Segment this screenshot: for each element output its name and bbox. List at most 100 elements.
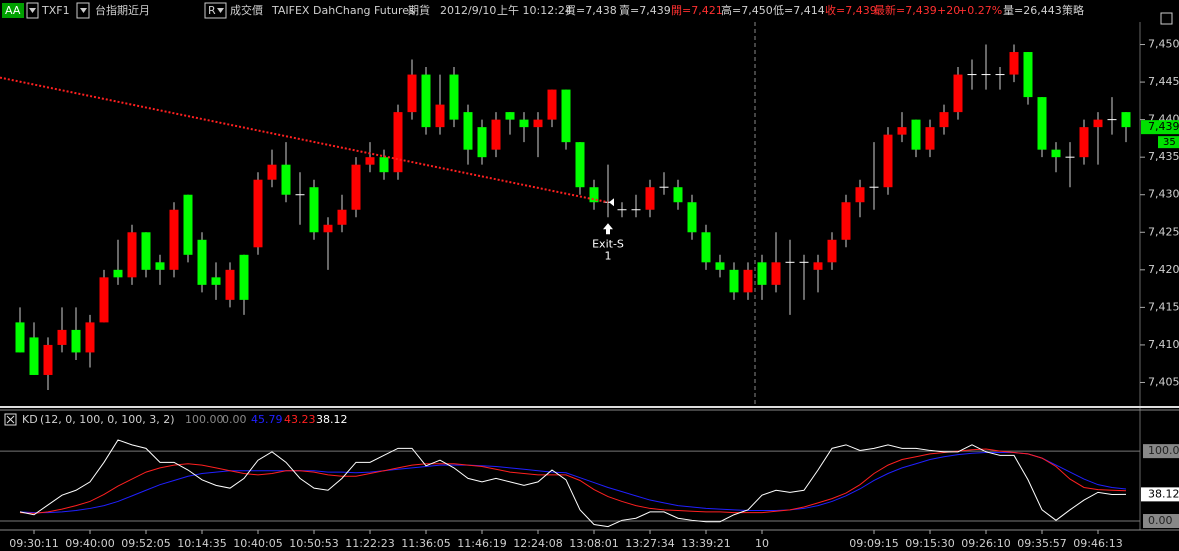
level-tag: 100.00	[1148, 444, 1179, 457]
x-tick-label: 13:08:01	[569, 537, 618, 550]
quote: 收=7,439	[825, 3, 877, 17]
price-tag-box	[1141, 120, 1179, 135]
x-tick-label: 10:50:53	[289, 537, 338, 550]
level-legend: 0.00	[222, 413, 247, 426]
candle-body	[421, 74, 431, 128]
candle-body	[757, 262, 767, 285]
value-tag-box	[1141, 487, 1179, 502]
broker: DahChang Futures	[313, 4, 415, 17]
x-tick-label: 11:22:23	[345, 537, 394, 550]
candle-body	[379, 157, 389, 173]
candle-body	[113, 269, 123, 278]
candle-body	[141, 232, 151, 270]
dropdown-arrow	[29, 8, 36, 13]
candle-body	[267, 164, 277, 180]
candle-body	[827, 239, 837, 263]
kd-legend-value: 45.79	[251, 413, 283, 426]
candle-body	[29, 337, 39, 375]
candle-body	[99, 277, 109, 323]
candle-body	[1009, 52, 1019, 75]
candle-body	[407, 74, 417, 113]
symbol[interactable]: TXF1	[41, 4, 70, 17]
candle-body	[337, 209, 347, 225]
period-dropdown[interactable]	[76, 2, 90, 19]
level-tag: 0.00	[1148, 514, 1173, 527]
indicator-close[interactable]	[4, 413, 17, 426]
x-tick-label: 09:30:11	[9, 537, 58, 550]
price-type: 成交價	[230, 3, 263, 17]
candle-body	[953, 74, 963, 113]
candle-body	[127, 232, 137, 278]
candle-body	[519, 119, 529, 128]
mode-badge[interactable]: R	[208, 4, 216, 17]
mode-badge-box[interactable]	[204, 2, 227, 19]
candle-body	[883, 134, 893, 188]
candle-body	[1023, 52, 1033, 98]
symbol-name: 台指期近月	[95, 3, 150, 17]
indicator-params: (12, 0, 100, 0, 100, 3, 2)	[40, 413, 175, 426]
candle-body	[155, 262, 165, 270]
candle-body	[505, 112, 515, 120]
candle-body	[365, 157, 375, 165]
strategy[interactable]: 策略	[1062, 3, 1084, 17]
candle-body	[813, 262, 823, 270]
y-tick-label: 7,405	[1148, 375, 1179, 388]
quote: 高=7,450	[721, 3, 773, 17]
exchange: TAIFEX	[271, 4, 310, 17]
symbol-badge[interactable]: AA	[5, 4, 21, 17]
candle-body	[85, 322, 95, 353]
candle-body	[197, 239, 207, 285]
candle-body	[281, 164, 291, 195]
candle-body	[71, 329, 81, 353]
window-icon[interactable]	[1160, 12, 1173, 25]
candle-body	[323, 224, 333, 233]
quote: 開=7,421	[671, 4, 723, 17]
candle-body	[715, 262, 725, 270]
kd-line	[19, 439, 1127, 528]
x-tick-label: 09:46:13	[1073, 537, 1122, 550]
candle-body	[589, 187, 599, 203]
candle-body	[897, 127, 907, 135]
x-tick-label: 11:46:19	[457, 537, 506, 550]
partial-tag: 35	[1163, 137, 1176, 148]
level-tag-box	[1143, 514, 1179, 529]
candle-body	[435, 104, 445, 128]
candle-body	[645, 187, 655, 210]
quote: 量=26,443	[1003, 4, 1062, 17]
dropdown-arrow	[217, 8, 224, 13]
candle-body	[547, 89, 557, 120]
date: 2012/9/10	[440, 4, 496, 17]
x-tick-label: 10	[755, 537, 769, 550]
x-tick-label: 09:40:00	[65, 537, 114, 550]
candle-body	[477, 127, 487, 158]
x-tick-label: 10:14:35	[177, 537, 226, 550]
candle-body	[393, 112, 403, 173]
y-tick-label: 7,445	[1148, 75, 1179, 88]
candle-body	[743, 269, 753, 293]
level-tag-box	[1143, 444, 1179, 459]
y-tick-label: 7,450	[1148, 38, 1179, 51]
x-tick-label: 09:35:57	[1017, 537, 1066, 550]
candle-body	[169, 209, 179, 270]
y-tick-label: 7,420	[1148, 263, 1179, 276]
candle-body	[1079, 127, 1089, 158]
x-tick-label: 09:26:10	[961, 537, 1010, 550]
candle-body	[183, 194, 193, 255]
quote: 低=7,414	[773, 4, 825, 17]
quote: +0.27%	[958, 4, 1002, 17]
price-tag: 7,439	[1148, 120, 1179, 133]
x-tick-label: 09:52:05	[121, 537, 170, 550]
candle-body	[771, 262, 781, 285]
candle-body	[239, 254, 249, 300]
x-tick-label: 09:09:15	[849, 537, 898, 550]
candle-body	[309, 187, 319, 233]
candle-body	[925, 127, 935, 150]
symbol-badge-box[interactable]	[2, 3, 24, 18]
kd-legend-value: 43.23	[284, 413, 316, 426]
exit-label: Exit-S	[592, 237, 624, 250]
symbol-dropdown[interactable]	[26, 2, 39, 19]
kd-legend-value: 38.12	[316, 413, 348, 426]
indicator-title: KD	[22, 413, 38, 426]
exit-arrow	[603, 223, 613, 235]
